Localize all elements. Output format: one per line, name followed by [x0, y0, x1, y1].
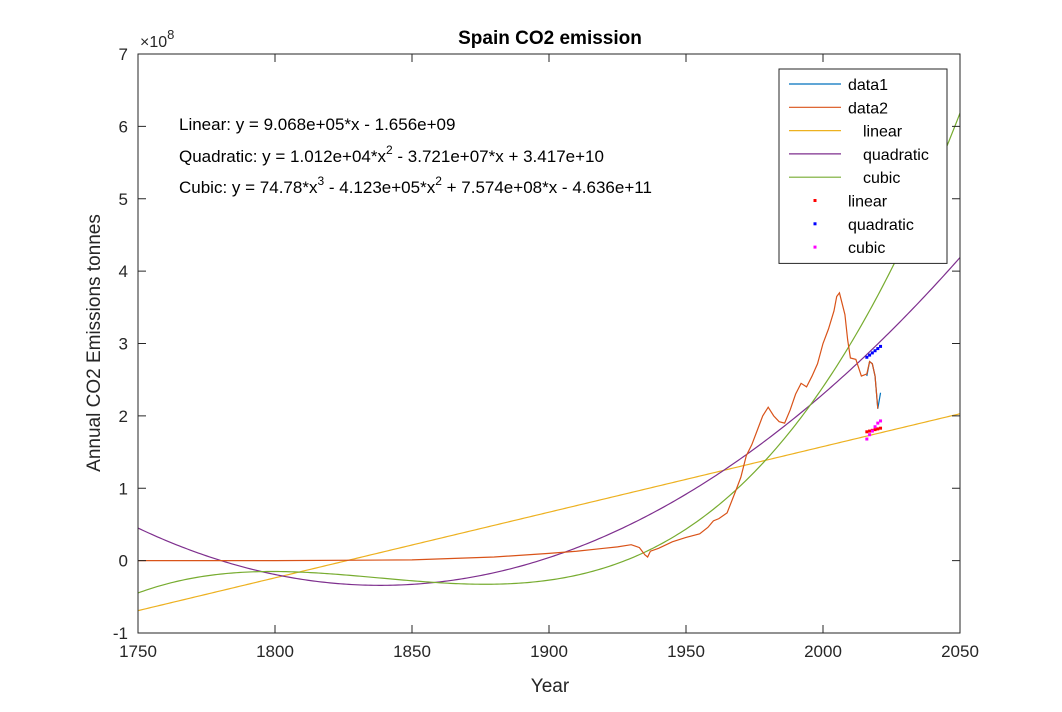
marker-point-linear	[865, 430, 869, 434]
legend-label: linear	[848, 194, 888, 211]
legend-label: quadratic	[848, 217, 914, 234]
marker-point-cubic	[868, 433, 872, 437]
y-tick-label: 3	[119, 335, 128, 354]
y-exponent-base: ×10	[140, 34, 167, 51]
x-tick-label: 2050	[941, 642, 979, 661]
legend: data1 data2 linear quadratic cubic linear quad…	[778, 68, 948, 264]
y-tick-label: 0	[119, 552, 128, 571]
marker-point-cubic	[873, 425, 877, 429]
marker-point-linear	[876, 427, 880, 431]
legend-label: linear	[863, 124, 903, 141]
marker-point-linear	[873, 428, 877, 432]
marker-point-quadratic	[873, 349, 877, 353]
y-tick-label: 2	[119, 407, 128, 426]
x-tick-label: 1800	[256, 642, 294, 661]
y-exponent-label: ×108	[140, 27, 174, 51]
fit-line-linear	[138, 413, 960, 612]
x-tick-label: 1850	[393, 642, 431, 661]
y-tick-label: 4	[119, 262, 128, 281]
equation-linear: Linear: y = 9.068e+05*x - 1.656e+09	[179, 115, 455, 134]
axes: 1750 1800 1850 1900 1950 2000 2050 -1 0 1 2 3 4 5 6 7	[113, 45, 979, 661]
series-line-data2	[138, 291, 879, 562]
marker-point-cubic	[870, 429, 874, 433]
legend-label: data2	[848, 100, 888, 117]
x-tick-label: 1750	[119, 642, 157, 661]
y-axis-label: Annual CO2 Emissions tonnes	[84, 214, 105, 472]
equation-cubic: Cubic: y = 74.78*x3 - 4.123e+05*x2 + 7.5…	[179, 174, 652, 197]
equation-quadratic: Quadratic: y = 1.012e+04*x2 - 3.721e+07*…	[179, 143, 604, 166]
y-tick-label: 6	[119, 117, 128, 136]
legend-label: data1	[848, 77, 888, 94]
x-tick-label: 1900	[530, 642, 568, 661]
marker-point-cubic	[876, 421, 880, 425]
y-tick-label: 5	[119, 190, 128, 209]
legend-marker-linear	[813, 199, 817, 202]
legend-marker-quadratic	[813, 222, 817, 226]
marker-point-linear	[879, 426, 883, 430]
marker-point-linear	[868, 429, 872, 433]
plot-area	[138, 112, 960, 612]
x-tick-label: 1950	[667, 642, 705, 661]
marker-point-quadratic	[868, 353, 872, 357]
legend-label: quadratic	[863, 147, 929, 164]
marker-point-quadratic	[879, 344, 883, 348]
legend-box	[778, 68, 948, 264]
y-tick-label: 7	[119, 45, 128, 64]
x-tick-label: 2000	[804, 642, 842, 661]
y-tick-label: -1	[113, 624, 128, 643]
marker-point-quadratic	[870, 351, 874, 355]
fit-line-quadratic	[138, 257, 960, 586]
y-tick-label: 1	[119, 479, 128, 498]
marker-point-cubic	[879, 419, 883, 423]
legend-label: cubic	[863, 170, 900, 187]
y-exponent-power: 8	[167, 27, 174, 42]
chart-title: Spain CO2 emission	[458, 28, 642, 49]
marker-point-quadratic	[876, 347, 880, 351]
fit-line-cubic	[138, 112, 960, 594]
legend-label: cubic	[848, 240, 885, 257]
x-axis-label: Year	[531, 676, 570, 697]
marker-point-cubic	[865, 437, 869, 441]
plot-clipped	[138, 112, 960, 612]
legend-marker-cubic	[813, 245, 817, 249]
marker-point-quadratic	[865, 355, 869, 359]
